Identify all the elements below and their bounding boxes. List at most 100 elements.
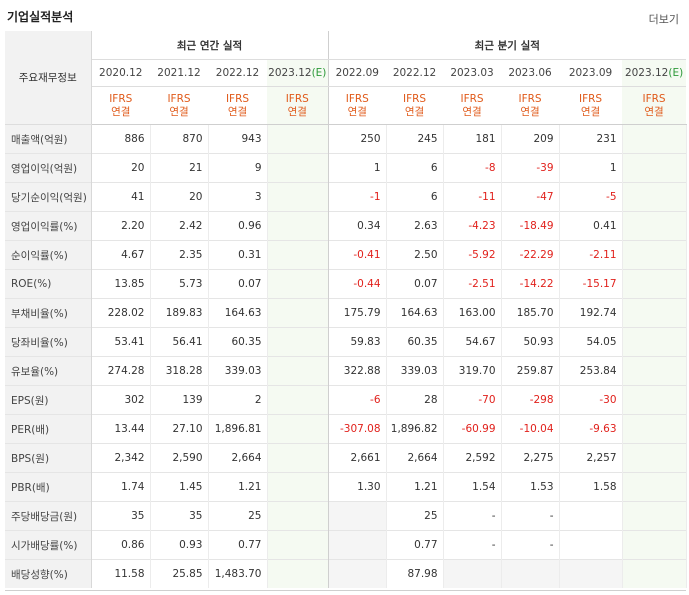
period-header: 2022.12 [208,59,267,87]
table-cell [622,530,687,560]
table-cell: 318.28 [150,356,209,386]
table-cell: -0.44 [328,269,387,299]
table-cell: 3 [208,182,268,212]
table-cell: 164.63 [386,298,444,328]
table-cell: 339.03 [386,356,444,386]
table-row: 시가배당률(%) 0.86 0.93 0.77 0.77- - [5,530,687,560]
table-cell: -14.22 [501,269,560,299]
table-cell: 1.58 [559,472,623,502]
table-cell: 13.44 [91,414,151,444]
period-header: 2020.12 [91,59,150,87]
table-cell: 250 [328,124,387,154]
table-cell: 1,896.82 [386,414,444,444]
consolidated-label: 연결 [227,105,248,118]
ifrs-label: IFRS [167,92,191,105]
table-cell: -5.92 [443,240,502,270]
ifrs-header: IFRS 연결 [622,86,687,125]
table-cell: 2,661 [328,443,387,473]
table-bottom-border [5,590,686,591]
table-cell: -39 [501,153,560,183]
table-cell: 185.70 [501,298,560,328]
table-cell: 28 [386,385,444,415]
table-cell: -1 [328,182,387,212]
consolidated-label: 연결 [287,105,307,118]
table-cell [328,530,387,560]
table-cell: 245 [386,124,444,154]
table-cell: -8 [443,153,502,183]
table-cell: 53.41 [91,327,151,357]
table-cell: 27.10 [150,414,209,444]
table-cell: 54.67 [443,327,502,357]
table-cell: 25.85 [150,559,209,588]
table-cell [267,414,329,444]
table-row: 주당배당금(원) 35 35 25 25- - [5,501,687,531]
table-cell: 13.85 [91,269,151,299]
table-cell: -5 [559,182,623,212]
table-cell: 0.41 [559,211,623,241]
row-label: 주당배당금(원) [5,501,92,531]
period-header: 2023.09 [559,59,623,87]
table-cell: 60.35 [386,327,444,357]
financial-table: 주요재무정보 최근 연간 실적 최근 분기 실적 2020.12 2021.12 2… [5,31,687,588]
annual-group-header: 최근 연간 실적 [91,31,329,60]
row-label: 당좌비율(%) [5,327,92,357]
table-cell: -298 [501,385,560,415]
table-row: 당좌비율(%) 53.41 56.41 60.35 59.83 60.35 54.67 50.… [5,327,687,357]
row-label: 영업이익률(%) [5,211,92,241]
table-cell: 1,896.81 [208,414,268,444]
table-cell [267,356,329,386]
table-cell: 1.30 [328,472,387,502]
table-cell: - [443,501,502,531]
table-cell: 6 [386,153,444,183]
table-cell: - [501,501,560,531]
row-label: 매출액(억원) [5,124,92,154]
table-cell: - [443,530,502,560]
table-cell: -47 [501,182,560,212]
period-header: 2022.09 [328,59,387,87]
ifrs-header: IFRS 연결 [559,86,623,125]
table-cell: 2.50 [386,240,444,270]
ifrs-header: IFRS 연결 [328,86,387,125]
table-cell: 25 [208,501,268,531]
table-cell: -2.11 [559,240,623,270]
table-cell: 231 [559,124,623,154]
ifrs-label: IFRS [225,92,250,105]
table-cell: 1.53 [501,472,560,502]
table-cell: 41 [91,182,151,212]
table-cell: 274.28 [91,356,151,386]
table-row: 부채비율(%) 228.02 189.83 164.63 175.79 164.63 163… [5,298,687,328]
consolidated-label: 연결 [520,105,540,118]
table-row: 영업이익률(%) 2.20 2.42 0.96 0.34 2.63 -4.23 -18.49 0… [5,211,687,241]
table-cell [267,559,329,588]
table-cell [622,240,687,270]
more-link[interactable]: 더보기 [648,13,679,26]
table-row: BPS(원) 2,342 2,590 2,664 2,661 2,664 2,592 2,27… [5,443,687,473]
table-cell: 2.42 [150,211,209,241]
consolidated-label: 연결 [404,105,425,118]
table-cell: -4.23 [443,211,502,241]
estimate-marker: (E) [311,67,327,79]
row-label: BPS(원) [5,443,92,473]
table-cell: 9 [208,153,268,183]
table-row: 유보율(%) 274.28 318.28 339.03 322.88 339.03 319.… [5,356,687,386]
table-cell [443,559,502,588]
table-cell [267,298,329,328]
ifrs-label: IFRS [109,92,133,105]
table-cell: 302 [91,385,151,415]
consolidated-label: 연결 [462,105,482,118]
consolidated-label: 연결 [111,105,131,118]
ifrs-label: IFRS [578,92,603,105]
ifrs-header: IFRS 연결 [208,86,267,125]
table-cell: 1,483.70 [208,559,268,588]
table-cell [622,414,687,444]
table-cell [559,559,623,588]
row-label: PBR(배) [5,472,92,502]
table-cell: 163.00 [443,298,502,328]
table-cell: 2,590 [150,443,209,473]
table-cell: 253.84 [559,356,623,386]
table-cell [622,269,687,299]
row-header-label: 주요재무정보 [5,31,92,125]
ifrs-label: IFRS [345,92,369,105]
table-cell [267,240,329,270]
table-cell: 20 [91,153,151,183]
